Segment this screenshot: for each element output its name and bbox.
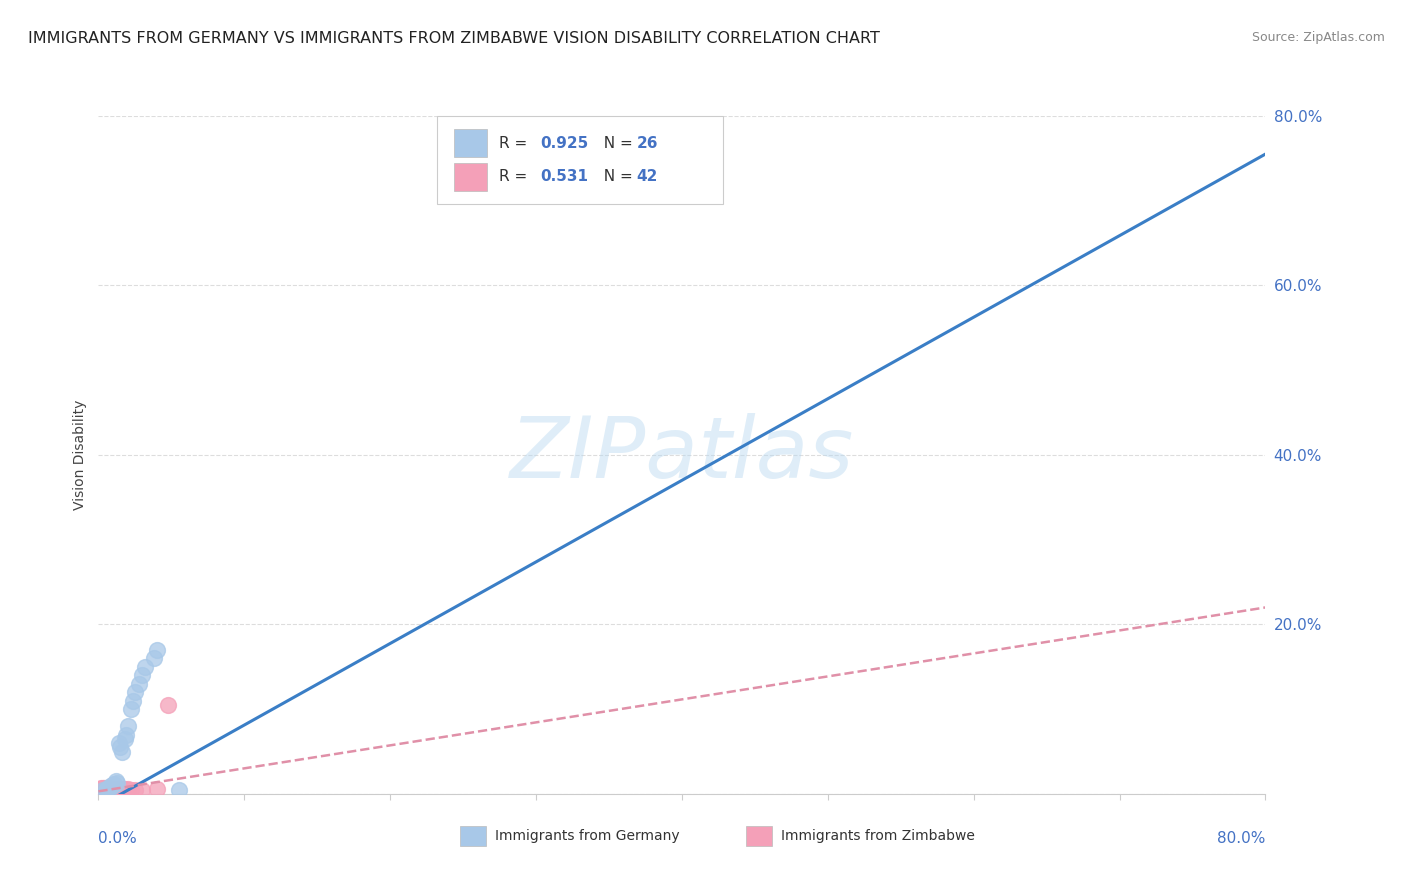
- Point: [1284, 177, 1306, 191]
- Point: [90, 782, 112, 797]
- Point: [96, 781, 118, 796]
- Point: [108, 781, 131, 796]
- Point: [101, 782, 124, 797]
- Point: [104, 782, 127, 797]
- Point: [167, 783, 190, 797]
- Point: [112, 782, 135, 797]
- Point: [94, 782, 117, 797]
- Text: 26: 26: [637, 136, 658, 151]
- Point: [94, 780, 117, 795]
- Point: [96, 780, 118, 795]
- Text: 42: 42: [637, 169, 658, 185]
- Point: [103, 782, 125, 797]
- Point: [131, 782, 153, 797]
- Bar: [747, 826, 772, 847]
- Point: [104, 774, 127, 789]
- Point: [96, 781, 118, 796]
- Point: [91, 782, 114, 797]
- Point: [105, 782, 128, 797]
- Point: [101, 781, 124, 796]
- Point: [104, 781, 127, 796]
- Text: N =: N =: [595, 136, 638, 151]
- Point: [100, 778, 122, 793]
- Text: 80.0%: 80.0%: [1218, 831, 1265, 847]
- Point: [100, 782, 122, 797]
- Point: [142, 651, 165, 665]
- Point: [91, 783, 114, 797]
- Point: [94, 782, 117, 797]
- Point: [101, 778, 124, 793]
- Point: [134, 660, 156, 674]
- Point: [105, 776, 128, 790]
- Point: [131, 668, 153, 682]
- Bar: [454, 162, 486, 191]
- Text: Source: ZipAtlas.com: Source: ZipAtlas.com: [1251, 31, 1385, 45]
- Point: [114, 731, 136, 746]
- Point: [90, 780, 112, 795]
- Point: [115, 782, 138, 797]
- Point: [108, 736, 131, 750]
- Y-axis label: Vision Disability: Vision Disability: [73, 400, 87, 510]
- Point: [97, 782, 120, 797]
- Point: [146, 781, 169, 796]
- Point: [94, 781, 117, 796]
- Point: [120, 782, 142, 797]
- Text: 0.531: 0.531: [541, 169, 589, 185]
- Point: [96, 782, 118, 797]
- Point: [157, 698, 180, 712]
- Point: [111, 781, 134, 796]
- Point: [93, 781, 115, 796]
- Point: [98, 780, 121, 795]
- Point: [89, 782, 111, 797]
- Bar: [460, 826, 486, 847]
- Point: [117, 719, 139, 733]
- Text: R =: R =: [499, 169, 531, 185]
- Point: [90, 781, 112, 796]
- Point: [124, 685, 146, 699]
- Point: [89, 781, 111, 796]
- Point: [98, 782, 121, 797]
- Text: 0.0%: 0.0%: [98, 831, 138, 847]
- Point: [97, 780, 120, 794]
- FancyBboxPatch shape: [437, 116, 723, 204]
- Point: [124, 782, 146, 797]
- Point: [114, 781, 136, 796]
- Point: [93, 782, 115, 797]
- Text: IMMIGRANTS FROM GERMANY VS IMMIGRANTS FROM ZIMBABWE VISION DISABILITY CORRELATIO: IMMIGRANTS FROM GERMANY VS IMMIGRANTS FR…: [28, 31, 880, 46]
- Text: ZIPatlas: ZIPatlas: [510, 413, 853, 497]
- Point: [91, 780, 114, 795]
- Bar: [454, 128, 486, 157]
- Text: 0.925: 0.925: [541, 136, 589, 151]
- Point: [128, 676, 150, 690]
- Text: N =: N =: [595, 169, 638, 185]
- Point: [97, 780, 120, 795]
- Point: [98, 781, 121, 796]
- Point: [117, 781, 139, 796]
- Point: [100, 781, 122, 796]
- Point: [122, 694, 145, 708]
- Point: [115, 728, 138, 742]
- Point: [120, 702, 142, 716]
- Point: [91, 781, 114, 796]
- Point: [93, 780, 115, 795]
- Text: R =: R =: [499, 136, 531, 151]
- Point: [103, 777, 125, 791]
- Text: Immigrants from Zimbabwe: Immigrants from Zimbabwe: [782, 829, 974, 843]
- Point: [146, 642, 169, 657]
- Point: [111, 744, 134, 758]
- Point: [97, 781, 120, 796]
- Point: [110, 782, 132, 797]
- Text: Immigrants from Germany: Immigrants from Germany: [495, 829, 681, 843]
- Point: [110, 740, 132, 755]
